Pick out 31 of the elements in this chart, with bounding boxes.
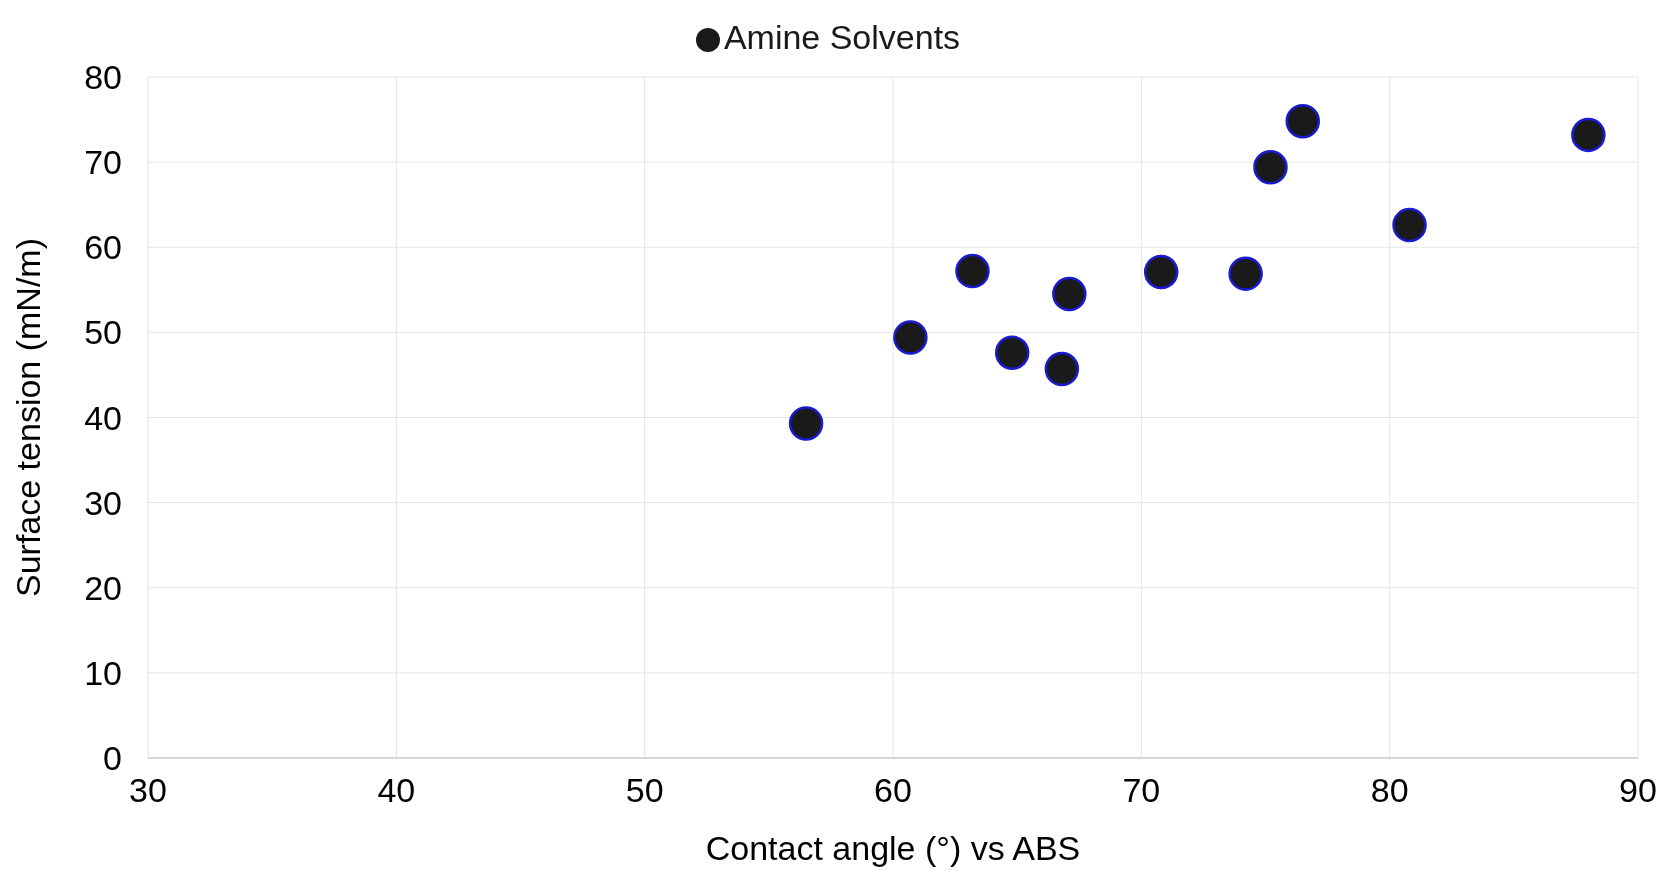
x-tick-label: 70 [1122,771,1161,810]
point [788,406,824,441]
y-axis-title: Surface tension (mN/m) [9,238,48,597]
x-tick-label: 30 [129,771,167,810]
point [994,335,1030,371]
point [1392,207,1427,243]
y-tick-label: 0 [103,739,122,778]
point [1228,256,1263,291]
point [1285,104,1320,139]
x-tick-label: 40 [377,771,416,810]
point [1143,254,1179,290]
x-tick-label: 90 [1619,771,1657,810]
y-tick-label: 80 [84,58,122,97]
point [1044,351,1080,387]
y-tick-label: 20 [84,568,122,607]
x-axis-title: Contact angle (°) vs ABS [705,829,1081,867]
point [893,320,928,355]
point [1253,149,1288,185]
y-tick-label: 60 [84,228,122,267]
y-tick-label: 10 [84,653,122,692]
x-tick-label: 50 [625,771,664,810]
y-tick-label: 30 [84,483,122,522]
y-tick-label: 70 [84,143,122,182]
y-tick-label: 40 [84,398,122,437]
point [1571,117,1606,153]
x-tick-label: 60 [874,771,912,810]
point [955,253,990,289]
point [1052,276,1087,312]
x-tick-label: 80 [1370,771,1409,810]
y-tick-label: 50 [84,313,122,352]
legend-label: Amine Solvents [723,18,961,56]
